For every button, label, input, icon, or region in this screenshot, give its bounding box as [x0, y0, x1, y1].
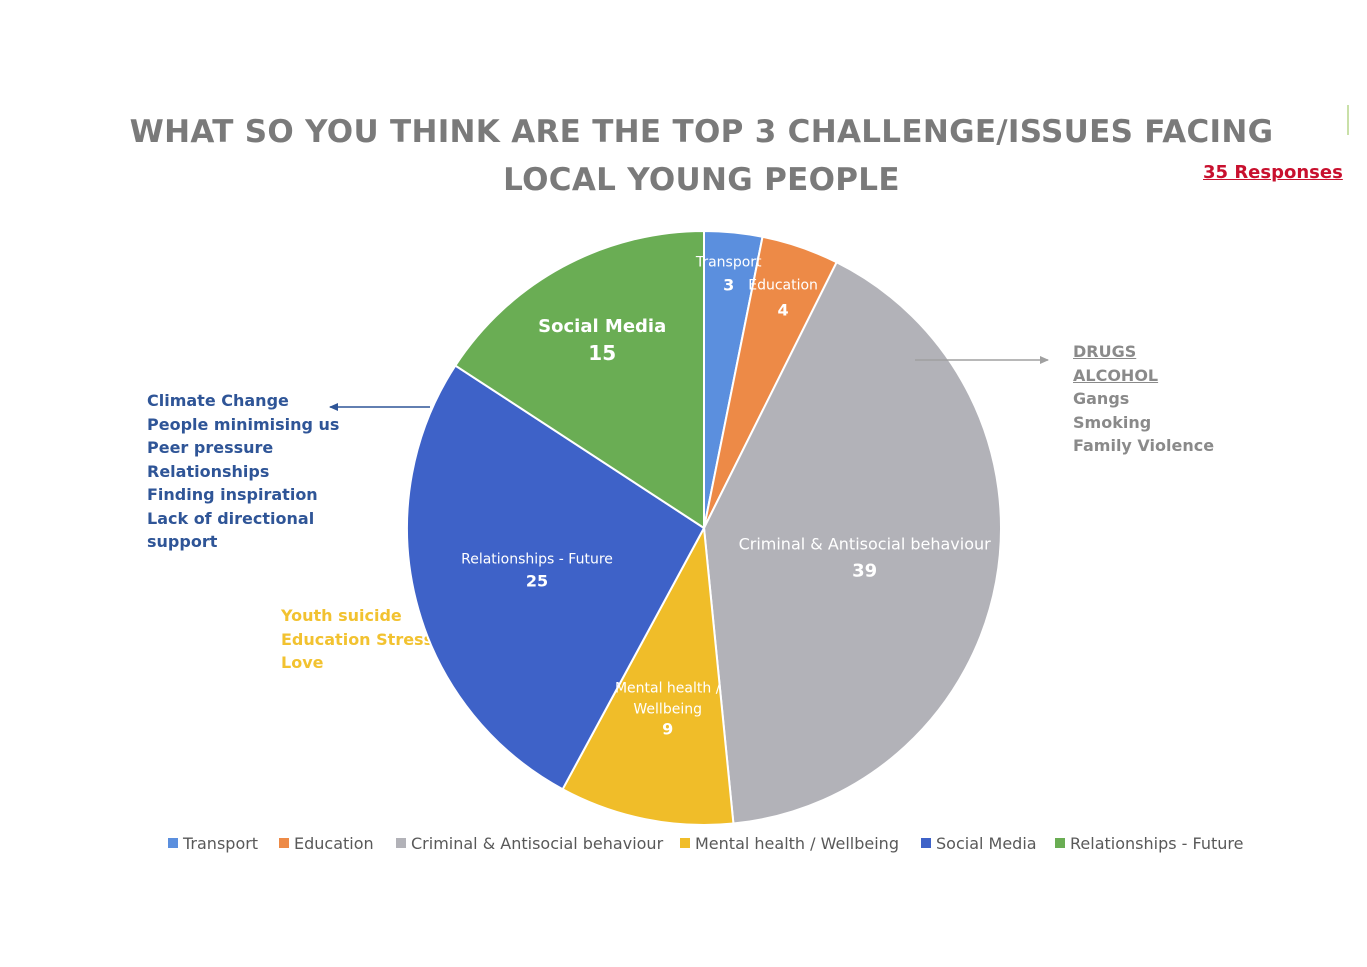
pie-data-label-value: 39 — [852, 561, 877, 582]
annotation-line: Peer pressure — [147, 438, 274, 457]
legend-swatch — [279, 838, 289, 848]
annotation-line: Youth suicide — [281, 606, 402, 625]
legend-label: Mental health / Wellbeing — [695, 834, 899, 853]
pie-slice-mental-health-wellbeing — [561, 524, 735, 826]
annotation-line: Gangs — [1073, 389, 1130, 408]
legend-label: Relationships - Future — [1070, 834, 1243, 853]
pie-slices — [406, 229, 1002, 826]
legend-swatch — [168, 838, 178, 848]
chart-legend: Transport Education Criminal & Antisocial … — [168, 834, 1243, 853]
annotation-criminal: DRUGS ALCOHOL Gangs Smoking Family Viole… — [1073, 340, 1214, 458]
legend-swatch — [921, 838, 931, 848]
pie-data-labels: Transport 3 Education 4 Criminal & Antisocia… — [461, 255, 991, 739]
annotation-line: Smoking — [1073, 412, 1152, 432]
annotation-line: ALCOHOL — [1073, 365, 1159, 385]
pie-slice-relationships-future — [406, 364, 706, 791]
pie-data-label-value: 25 — [526, 572, 548, 591]
pie-data-label-text: Social Media — [538, 316, 666, 337]
pie-data-label-text: Transport — [695, 255, 762, 271]
pie-data-label-text: Wellbeing — [633, 701, 702, 717]
legend-label: Education — [294, 834, 374, 853]
pie-data-label-text: Education — [748, 278, 818, 294]
legend-swatch — [396, 838, 406, 848]
annotation-line: Lack of directional — [147, 508, 315, 528]
annotation-mental-health: Youth suicide Education Stress Love — [281, 604, 433, 675]
chart-title-line-2: LOCAL YOUNG PEOPLE — [503, 162, 900, 198]
pie-slice-education — [703, 235, 838, 529]
legend-label: Social Media — [936, 834, 1037, 853]
pie-data-label-text: Criminal & Antisocial behaviour — [739, 535, 992, 554]
annotation-line: Climate Change — [147, 391, 289, 410]
legend-label: Transport — [182, 834, 258, 853]
chart-title-line-1: WHAT SO YOU THINK ARE THE TOP 3 CHALLENG… — [129, 114, 1274, 150]
pie-data-label-value: 9 — [662, 719, 673, 738]
pie-slice-criminal-antisocial-behaviour — [702, 260, 1002, 825]
legend-swatch — [680, 838, 690, 848]
pie-data-label-value: 15 — [588, 341, 616, 365]
pie-data-label-text: Relationships - Future — [461, 552, 613, 568]
pie-data-label-value: 3 — [723, 276, 734, 295]
annotation-line: Finding inspiration — [147, 485, 318, 504]
pie-slice-social-media — [453, 229, 705, 530]
annotation-line: support — [147, 532, 218, 551]
annotation-line: Love — [281, 653, 324, 672]
pie-data-label-text: Mental health / — [615, 680, 721, 696]
pie-slice-transport — [703, 229, 764, 529]
legend-label: Criminal & Antisocial behaviour — [411, 834, 664, 853]
annotation-line: Family Violence — [1073, 436, 1215, 455]
responses-count: 35 Responses — [1203, 162, 1343, 183]
annotation-line: Relationships — [147, 461, 270, 481]
annotation-line: Education Stress — [281, 629, 434, 649]
edge-mark — [1347, 105, 1349, 135]
legend-swatch — [1055, 838, 1065, 848]
annotation-line: People minimising us — [147, 414, 340, 434]
annotation-line: DRUGS — [1073, 342, 1137, 361]
pie-data-label-value: 4 — [778, 301, 789, 320]
annotation-relationships: Climate Change People minimising us Peer… — [147, 389, 339, 554]
